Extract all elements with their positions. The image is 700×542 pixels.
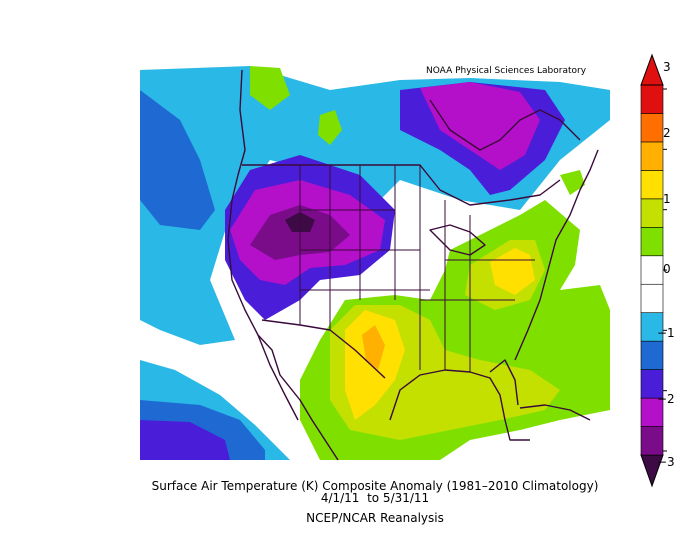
colorbar-segment [640, 113, 664, 143]
colorbar-top-arrow [640, 53, 664, 86]
anomaly-green-spot-east [560, 170, 585, 195]
colorbar-segment [640, 170, 664, 200]
colorbar-segment [640, 227, 664, 257]
east-coast-line [514, 149, 599, 361]
colorbar-segments [640, 84, 664, 456]
coastlines-and-borders [227, 69, 599, 461]
great-lakes-outline [429, 224, 486, 256]
colorbar-segment [640, 84, 664, 114]
caption-title: Surface Air Temperature (K) Composite An… [151, 479, 599, 493]
colorbar-label-neg1: −1 [657, 326, 675, 340]
colorbar-label-0: 0 [663, 262, 671, 276]
colorbar-label-2: 2 [663, 126, 671, 140]
colorbar-label-1: 1 [663, 192, 671, 206]
colorbar-segment [640, 141, 664, 171]
colorbar-segment [640, 426, 664, 456]
negative-anomaly-fields [140, 66, 610, 460]
colorbar-ticks [663, 88, 667, 452]
anomaly-green-spot-canada [318, 110, 342, 145]
state-boundaries [299, 165, 535, 372]
gulf-coastline [389, 369, 530, 441]
hudson-bay-coastline [429, 99, 581, 151]
anomaly-northeast-purple [420, 82, 540, 170]
credit-text: NOAA Physical Sciences Laboratory [426, 66, 587, 76]
colorbar-label-neg2: −2 [657, 392, 675, 406]
cuba-outline [519, 404, 591, 421]
anomaly-green-spot-north [250, 66, 290, 110]
colorbar-label-3: 3 [663, 60, 671, 74]
colorbar-segment [640, 198, 664, 228]
florida-coastline [489, 359, 519, 406]
anomaly-texas-orange [362, 325, 385, 370]
caption-date-range: 4/1/11 to 5/31/11 [320, 491, 430, 505]
anomaly-west-dark-blue [140, 90, 215, 230]
caption-source: NCEP/NCAR Reanalysis [306, 511, 444, 525]
canada-us-border [242, 164, 561, 206]
colorbar-segment [640, 340, 664, 370]
colorbar [640, 53, 667, 488]
colorbar-segment [640, 255, 664, 285]
colorbar-segment [640, 283, 664, 313]
colorbar-label-neg3: −3 [657, 455, 675, 469]
baja-coastline [257, 334, 299, 421]
west-coast-line [227, 69, 339, 461]
anomaly-southwest-blue [140, 420, 230, 460]
